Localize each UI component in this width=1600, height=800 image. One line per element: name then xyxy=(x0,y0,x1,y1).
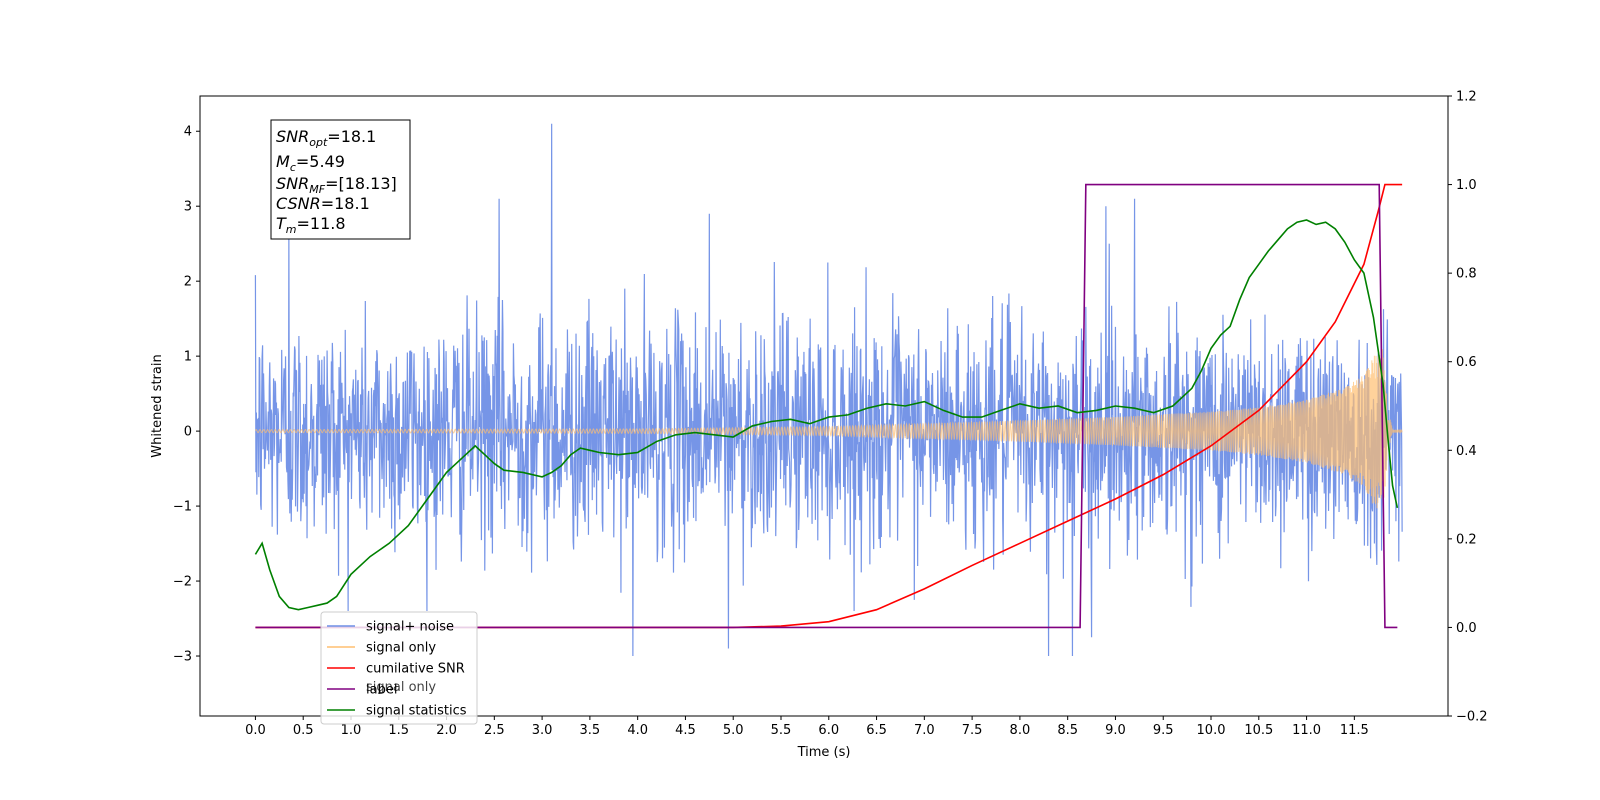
y-tick-label: 2 xyxy=(184,275,192,290)
legend-ghost-text: signal only xyxy=(366,680,436,695)
annotation-symbol: T xyxy=(276,214,287,233)
series-cumilative-snr xyxy=(255,183,1403,629)
annotation-value: =11.8 xyxy=(297,214,346,233)
annotation-subscript: MF xyxy=(309,183,325,196)
x-tick-label: 10.5 xyxy=(1244,723,1273,738)
annotation-symbol: SNR xyxy=(276,127,309,146)
y-axis-left: −3 −2 −1 0 1 2 3 4 xyxy=(173,125,200,665)
x-tick-label: 8.5 xyxy=(1057,723,1078,738)
y2-tick-label: 1.0 xyxy=(1456,178,1477,193)
y2-tick-label: 0.0 xyxy=(1456,621,1477,636)
x-tick-label: 9.5 xyxy=(1153,723,1174,738)
x-tick-label: 7.0 xyxy=(914,723,935,738)
annotation-line: SNRopt=18.1 xyxy=(276,127,376,149)
x-tick-label: 5.5 xyxy=(771,723,792,738)
legend-label: label xyxy=(366,683,397,698)
series-label xyxy=(255,183,1398,629)
annotation-line: Mc=5.49 xyxy=(276,152,345,174)
y2-tick-label: 0.2 xyxy=(1456,532,1477,547)
series-signal-noise xyxy=(254,123,1403,657)
y-tick-label: 0 xyxy=(184,425,192,440)
series-signal-only xyxy=(254,349,1403,509)
series-layer xyxy=(254,123,1403,657)
annotation-box: SNRopt=18.1Mc=5.49SNRMF=[18.13]CSNR=18.1… xyxy=(270,119,411,240)
x-tick-label: 4.5 xyxy=(675,723,696,738)
legend-label: signal+ noise xyxy=(366,620,454,635)
annotation-line: CSNR=18.1 xyxy=(276,194,370,213)
annotation-symbol: CSNR xyxy=(276,194,321,213)
x-tick-label: 5.0 xyxy=(723,723,744,738)
x-tick-label: 1.0 xyxy=(341,723,362,738)
annotation-value: =[18.13] xyxy=(325,174,397,193)
y-tick-label: −1 xyxy=(173,500,192,515)
y-tick-label: −3 xyxy=(173,650,192,665)
x-tick-label: 3.0 xyxy=(532,723,553,738)
y-axis-right: −0.2 0.0 0.2 0.4 0.6 0.8 1.0 1.2 xyxy=(1448,90,1488,725)
y2-tick-label: 1.2 xyxy=(1456,90,1477,105)
plot-frame xyxy=(199,95,1449,717)
legend-label: cumilative SNR xyxy=(366,662,465,677)
annotation-subscript: c xyxy=(290,161,296,174)
annotation-value: =18.1 xyxy=(327,127,376,146)
legend: signal only signal+ noise signal only cumil… xyxy=(320,611,478,725)
y-tick-label: 4 xyxy=(184,125,192,140)
y2-tick-label: −0.2 xyxy=(1456,710,1488,725)
x-tick-label: 0.0 xyxy=(245,723,266,738)
x-tick-label: 9.0 xyxy=(1105,723,1126,738)
annotation-symbol: SNR xyxy=(276,174,309,193)
y-tick-label: 3 xyxy=(184,200,192,215)
y2-tick-label: 0.8 xyxy=(1456,267,1477,282)
x-tick-label: 6.5 xyxy=(866,723,887,738)
x-tick-label: 11.0 xyxy=(1292,723,1321,738)
annotation-frame xyxy=(270,119,411,240)
annotation-line: Tm=11.8 xyxy=(276,214,346,236)
x-tick-label: 2.0 xyxy=(436,723,457,738)
x-tick-label: 11.5 xyxy=(1340,723,1369,738)
x-tick-label: 1.5 xyxy=(388,723,409,738)
x-tick-label: 8.0 xyxy=(1010,723,1031,738)
annotation-symbol: M xyxy=(276,152,290,171)
x-tick-label: 0.5 xyxy=(293,723,314,738)
y2-tick-label: 0.4 xyxy=(1456,444,1477,459)
x-axis: 0.0 0.5 1.0 1.5 2.0 2.5 3.0 3.5 4.0 4.5 5.0 5.5 6.0 6… xyxy=(245,716,1369,738)
annotation-value: =5.49 xyxy=(296,152,345,171)
annotation-line: SNRMF=[18.13] xyxy=(276,174,397,196)
x-axis-label: Time (s) xyxy=(797,745,851,760)
y-axis-label: Whitened strain xyxy=(150,354,165,457)
annotation-value: =18.1 xyxy=(321,194,370,213)
y2-tick-label: 0.6 xyxy=(1456,355,1477,370)
y-tick-label: 1 xyxy=(184,350,192,365)
annotation-subscript: m xyxy=(286,223,297,236)
x-tick-label: 7.5 xyxy=(962,723,983,738)
series-signal-statistics xyxy=(254,219,1399,611)
x-tick-label: 10.0 xyxy=(1197,723,1226,738)
x-tick-label: 4.0 xyxy=(627,723,648,738)
x-tick-label: 2.5 xyxy=(484,723,505,738)
x-tick-label: 3.5 xyxy=(580,723,601,738)
legend-label: signal statistics xyxy=(366,704,467,719)
annotation-subscript: opt xyxy=(309,136,328,149)
y-tick-label: −2 xyxy=(173,575,192,590)
x-tick-label: 6.0 xyxy=(818,723,839,738)
legend-label: signal only xyxy=(366,641,436,656)
legend-frame xyxy=(320,611,478,725)
